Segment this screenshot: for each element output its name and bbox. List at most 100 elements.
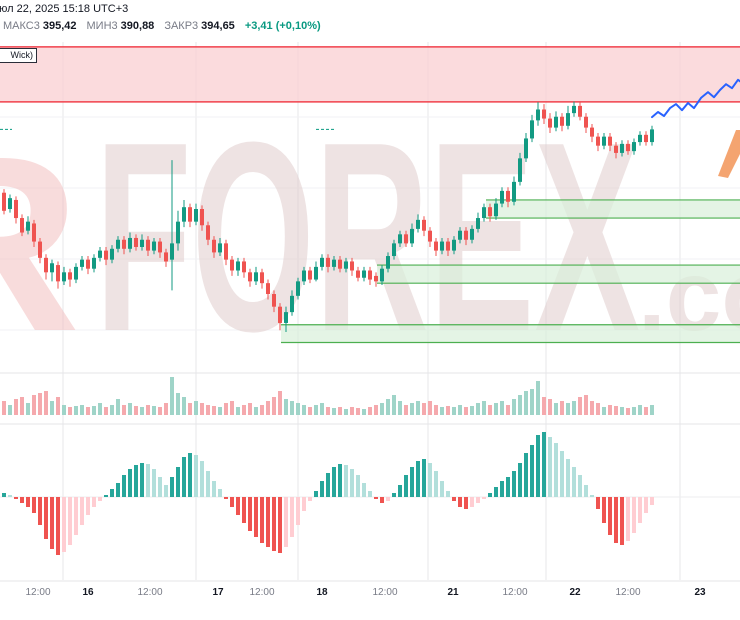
candle-body bbox=[212, 239, 216, 253]
macd-pane bbox=[0, 432, 740, 555]
candle-body bbox=[578, 105, 582, 117]
candle-body bbox=[584, 116, 588, 128]
candle-body bbox=[314, 266, 318, 280]
volume-bar bbox=[356, 408, 360, 415]
volume-bar bbox=[62, 405, 66, 415]
volume-bar bbox=[464, 407, 468, 415]
macd-bar bbox=[20, 497, 24, 503]
macd-bar bbox=[428, 463, 432, 497]
volume-bar bbox=[362, 409, 366, 415]
time-label: 12:00 bbox=[372, 587, 397, 598]
candle-body bbox=[116, 239, 120, 249]
candle-body bbox=[2, 192, 6, 211]
macd-bar bbox=[200, 461, 204, 497]
candle-body bbox=[224, 243, 228, 260]
macd-bar bbox=[524, 453, 528, 497]
macd-bar bbox=[254, 497, 258, 537]
forecast-line bbox=[651, 78, 740, 119]
macd-bar bbox=[140, 463, 144, 497]
volume-bar bbox=[266, 401, 270, 415]
volume-bar bbox=[50, 401, 54, 415]
volume-bar bbox=[182, 397, 186, 415]
volume-bar bbox=[134, 406, 138, 415]
candle-body bbox=[260, 272, 264, 284]
candle-body bbox=[590, 127, 594, 137]
macd-bar bbox=[98, 497, 102, 501]
candle-body bbox=[290, 295, 294, 313]
macd-bar bbox=[326, 473, 330, 497]
candle-body bbox=[236, 261, 240, 271]
macd-bar bbox=[80, 497, 84, 525]
time-axis[interactable]: 12:00 16 12:00 17 12:00 18 12:00 21 12:00 22 12:00… bbox=[25, 587, 706, 598]
volume-bar bbox=[326, 407, 330, 415]
volume-bar bbox=[644, 407, 648, 415]
candle-body bbox=[494, 203, 498, 217]
candle-body bbox=[482, 207, 486, 219]
macd-bar bbox=[32, 497, 36, 513]
candle-body bbox=[56, 265, 60, 282]
candle-body bbox=[560, 116, 564, 126]
pane-separators bbox=[0, 372, 740, 582]
volume-bar bbox=[428, 401, 432, 415]
candle-body bbox=[446, 241, 450, 251]
volume-bar bbox=[548, 399, 552, 415]
macd-bar bbox=[332, 467, 336, 497]
candle-body bbox=[350, 261, 354, 271]
volume-bar bbox=[626, 408, 630, 415]
macd-bar bbox=[296, 497, 300, 525]
macd-bar bbox=[452, 497, 456, 501]
candle-body bbox=[74, 266, 78, 280]
candle-body bbox=[182, 207, 186, 222]
candle-body bbox=[194, 209, 198, 222]
time-label: 12:00 bbox=[615, 587, 640, 598]
time-label: 22 bbox=[569, 587, 581, 598]
candle-body bbox=[80, 259, 84, 267]
volume-bar bbox=[8, 405, 12, 415]
macd-bar bbox=[260, 497, 264, 543]
time-label: 21 bbox=[447, 587, 459, 598]
macd-bar bbox=[248, 497, 252, 531]
volume-bar bbox=[116, 399, 120, 415]
macd-bar bbox=[548, 437, 552, 497]
wick-annotation-label[interactable]: Wick) bbox=[0, 48, 37, 63]
candle-body bbox=[518, 158, 522, 182]
volume-bar bbox=[302, 405, 306, 415]
candle-body bbox=[386, 256, 390, 269]
macd-bar bbox=[632, 497, 636, 533]
candle-body bbox=[536, 109, 540, 121]
macd-bar bbox=[410, 467, 414, 497]
candle-body bbox=[566, 113, 570, 126]
macd-bar bbox=[2, 493, 6, 497]
candle-body bbox=[170, 243, 174, 260]
candle-body bbox=[308, 270, 312, 280]
candle-body bbox=[296, 281, 300, 296]
time-label: 17 bbox=[212, 587, 224, 598]
macd-bar bbox=[458, 497, 462, 507]
volume-bar bbox=[434, 405, 438, 415]
macd-bar bbox=[650, 497, 654, 505]
candle-body bbox=[470, 228, 474, 240]
macd-bar bbox=[560, 451, 564, 497]
macd-bar bbox=[56, 497, 60, 555]
macd-bar bbox=[380, 497, 384, 503]
candle-body bbox=[26, 221, 30, 231]
macd-bar bbox=[590, 495, 594, 497]
volume-bar bbox=[284, 399, 288, 415]
candle-body bbox=[416, 219, 420, 229]
candle-body bbox=[86, 259, 90, 269]
candle-body bbox=[542, 109, 546, 119]
volume-bar bbox=[458, 405, 462, 415]
time-label: 16 bbox=[82, 587, 94, 598]
candle-body bbox=[380, 268, 384, 282]
macd-bar bbox=[500, 481, 504, 497]
candle-body bbox=[200, 209, 204, 226]
candle-body bbox=[392, 243, 396, 257]
volume-bar bbox=[98, 403, 102, 415]
volume-bar bbox=[386, 399, 390, 415]
macd-bar bbox=[86, 497, 90, 515]
volume-bar bbox=[296, 403, 300, 415]
volume-bar bbox=[86, 407, 90, 415]
candle-body bbox=[68, 272, 72, 280]
candle-body bbox=[176, 221, 180, 244]
